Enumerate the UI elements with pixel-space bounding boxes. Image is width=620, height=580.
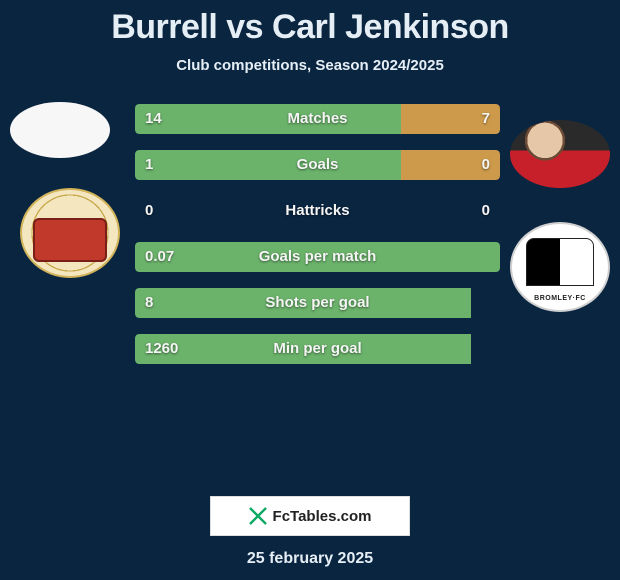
stat-row: Hattricks0 0 [135,196,500,226]
stat-label: Shots per goal [135,288,500,318]
stat-value-right: 7 [472,104,500,134]
stat-value-left: 8 [135,288,163,318]
stat-value-left: 14 [135,104,172,134]
stat-value-left: 0.07 [135,242,184,272]
club-right-badge [510,222,610,312]
brand-badge: FcTables.com [210,496,410,536]
stat-value-left: 1260 [135,334,188,364]
brand-logo-icon [249,507,267,525]
stat-label: Min per goal [135,334,500,364]
stat-row: Shots per goal8 [135,288,500,318]
stat-row: Min per goal1260 [135,334,500,364]
stat-value-right: 0 [472,150,500,180]
stat-value-right: 0 [472,196,500,226]
stat-row: Goals per match0.07 [135,242,500,272]
player-left-photo [10,102,110,158]
footer-date: 25 february 2025 [0,550,620,568]
brand-text: FcTables.com [273,508,372,525]
club-left-badge [20,188,120,278]
stat-label: Goals per match [135,242,500,272]
stat-value-left: 1 [135,150,163,180]
player-right-photo [510,120,610,188]
stat-row: Goals1 0 [135,150,500,180]
comparison-stage: Matches147Goals10Hattricks00Goals per ma… [0,92,620,492]
stat-value-left: 0 [135,196,163,226]
subtitle: Club competitions, Season 2024/2025 [0,57,620,74]
stat-label: Matches [135,104,500,134]
stat-label: Goals [135,150,500,180]
stat-row: Matches14 7 [135,104,500,134]
stats-bars: Matches147Goals10Hattricks00Goals per ma… [135,104,500,380]
page-title: Burrell vs Carl Jenkinson [0,0,620,47]
stat-label: Hattricks [135,196,500,226]
